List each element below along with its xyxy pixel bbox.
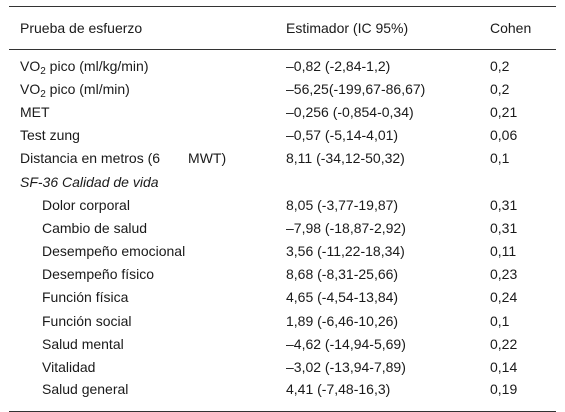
header-prueba: Prueba de esfuerzo: [9, 6, 286, 50]
table-row: Dolor corporal 8,05 (-3,77-19,87) 0,31: [9, 193, 556, 216]
row-cohen: 0,19: [490, 378, 556, 412]
row-label: Función física: [42, 289, 129, 306]
table-row: MET –0,256 (-0,854-0,34) 0,21: [9, 100, 556, 123]
row-label: VO2 pico (ml/kg/min): [20, 57, 149, 77]
header-estimador: Estimador (IC 95%): [286, 6, 490, 50]
row-label: Función social: [42, 312, 132, 329]
table-row: Función física 4,65 (-4,54-13,84) 0,24: [9, 286, 556, 309]
table-header-row: Prueba de esfuerzo Estimador (IC 95%) Co…: [9, 6, 556, 50]
row-label: Salud mental: [42, 335, 124, 352]
row-cohen: 0,22: [490, 335, 518, 352]
row-cohen: 0,2: [490, 80, 510, 97]
table-row: VO2 pico (ml/min) –56,25(-199,67-86,67) …: [9, 77, 556, 100]
table-row: Cambio de salud –7,98 (-18,87-2,92) 0,31: [9, 216, 556, 239]
row-cohen: 0,31: [490, 219, 518, 236]
row-estimate: –4,62 (-14,94-5,69): [286, 335, 406, 352]
results-table: Prueba de esfuerzo Estimador (IC 95%) Co…: [9, 6, 556, 412]
section-row: SF-36 Calidad de vida: [9, 170, 556, 193]
table-row: Vitalidad –3,02 (-13,94-7,89) 0,14: [9, 355, 556, 378]
table-row: Distancia en metros (6 MWT) 8,11 (-34,12…: [9, 147, 556, 170]
row-label: Desempeño emocional: [42, 243, 186, 260]
results-table-container: Prueba de esfuerzo Estimador (IC 95%) Co…: [9, 6, 556, 412]
row-label: Salud general: [9, 378, 286, 412]
row-estimate: –0,256 (-0,854-0,34): [286, 103, 414, 120]
row-estimate: 4,65 (-4,54-13,84): [286, 289, 399, 306]
row-label: Desempeño físico: [42, 266, 155, 283]
row-estimate: –3,02 (-13,94-7,89): [286, 359, 406, 376]
row-estimate: –0,82 (-2,84-1,2): [286, 57, 391, 74]
row-cohen: 0,1: [490, 312, 510, 329]
row-cohen: 0,31: [490, 196, 518, 213]
row-estimate: 8,11 (-34,12-50,32): [286, 150, 405, 167]
table-row: VO2 pico (ml/kg/min) –0,82 (-2,84-1,2) 0…: [9, 50, 556, 78]
row-estimate: –56,25(-199,67-86,67): [286, 80, 426, 97]
header-cohen: Cohen: [490, 6, 556, 50]
row-label: Cambio de salud: [42, 219, 148, 236]
row-estimate: 1,89 (-6,46-10,26): [286, 312, 399, 329]
table-row: Función social 1,89 (-6,46-10,26) 0,1: [9, 309, 556, 332]
row-cohen: 0,06: [490, 127, 518, 144]
row-cohen: 0,23: [490, 266, 518, 283]
row-estimate: 4,41 (-7,48-16,3): [286, 378, 490, 412]
table-row: Test zung –0,57 (-5,14-4,01) 0,06: [9, 124, 556, 147]
row-cohen: 0,24: [490, 289, 518, 306]
row-estimate: 8,05 (-3,77-19,87): [286, 196, 399, 213]
row-estimate: 3,56 (-11,22-18,34): [286, 243, 405, 260]
table-row: Desempeño emocional 3,56 (-11,22-18,34) …: [9, 240, 556, 263]
table-row: Desempeño físico 8,68 (-8,31-25,66) 0,23: [9, 263, 556, 286]
row-estimate: –0,57 (-5,14-4,01): [286, 127, 399, 144]
row-cohen: 0,21: [490, 103, 518, 120]
row-label: Distancia en metros (6 MWT): [20, 150, 227, 167]
row-cohen: 0,11: [490, 243, 517, 260]
row-cohen: 0,2: [490, 57, 510, 74]
row-cohen: 0,14: [490, 359, 518, 376]
row-estimate: –7,98 (-18,87-2,92): [286, 219, 406, 236]
table-row: Salud mental –4,62 (-14,94-5,69) 0,22: [9, 332, 556, 355]
row-label: Test zung: [20, 127, 80, 144]
row-estimate: 8,68 (-8,31-25,66): [286, 266, 399, 283]
row-label: Vitalidad: [42, 359, 96, 376]
table-row: Salud general 4,41 (-7,48-16,3) 0,19: [9, 378, 556, 412]
row-label: Dolor corporal: [42, 196, 130, 213]
section-title: SF-36 Calidad de vida: [20, 173, 159, 190]
row-cohen: 0,1: [490, 150, 510, 167]
row-label: MET: [20, 103, 50, 120]
row-label: VO2 pico (ml/min): [20, 80, 130, 100]
